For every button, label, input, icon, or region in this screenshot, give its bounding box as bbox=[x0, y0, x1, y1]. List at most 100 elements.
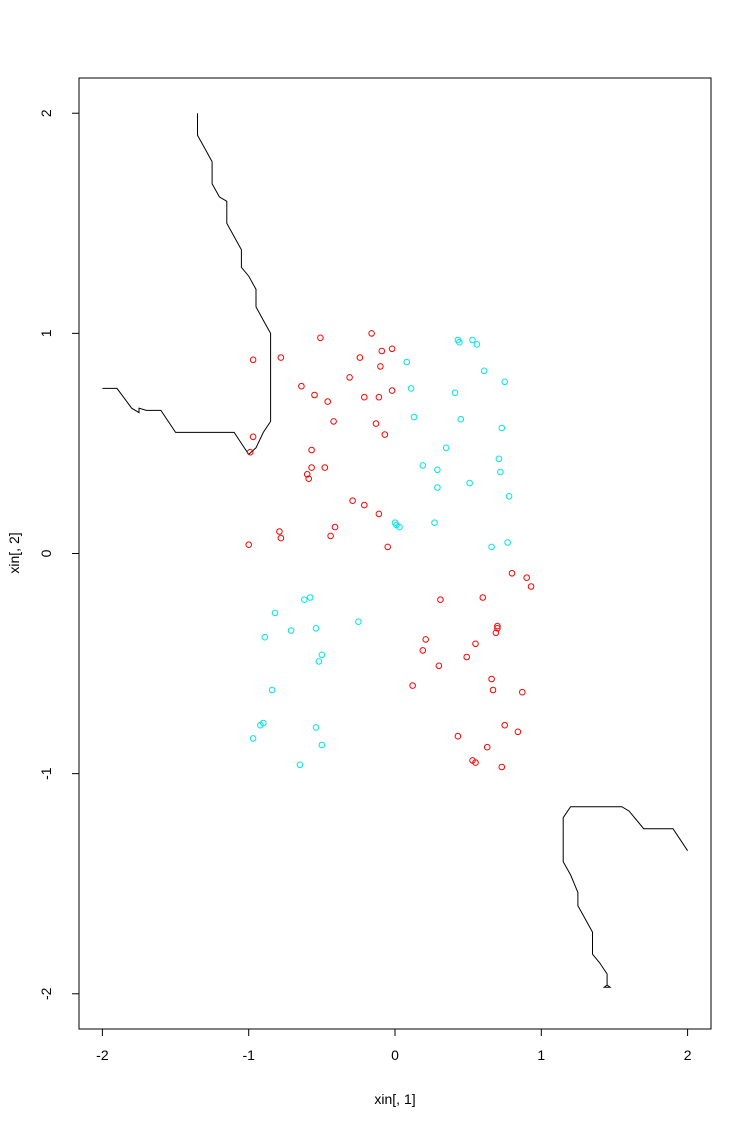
data-point bbox=[494, 625, 501, 632]
data-point bbox=[361, 501, 368, 509]
data-point bbox=[308, 446, 315, 454]
data-point bbox=[498, 424, 506, 432]
data-point bbox=[419, 647, 427, 654]
data-point bbox=[330, 418, 337, 425]
data-point bbox=[410, 413, 418, 421]
data-point bbox=[451, 389, 459, 397]
data-point bbox=[245, 541, 252, 549]
data-point bbox=[308, 464, 315, 471]
data-point bbox=[276, 528, 283, 535]
data-point bbox=[457, 415, 465, 423]
y-tick-label: 0 bbox=[38, 549, 54, 557]
data-point bbox=[472, 640, 479, 648]
y-axis: -2 -1 0 1 2 bbox=[38, 109, 80, 1000]
data-point bbox=[384, 543, 392, 551]
data-points bbox=[245, 330, 535, 771]
data-point bbox=[523, 574, 531, 582]
data-point bbox=[261, 633, 269, 641]
plot-frame bbox=[78, 77, 712, 1030]
data-point bbox=[311, 391, 318, 399]
data-point bbox=[498, 763, 506, 771]
y-tick-label: -1 bbox=[38, 767, 54, 780]
data-point bbox=[303, 471, 311, 478]
data-point bbox=[355, 618, 362, 626]
data-point bbox=[483, 743, 491, 751]
x-tick-label: 2 bbox=[684, 1047, 692, 1063]
data-point bbox=[356, 354, 364, 361]
data-point bbox=[472, 759, 479, 766]
data-point bbox=[495, 455, 503, 463]
data-point bbox=[489, 686, 497, 694]
data-point bbox=[497, 468, 504, 476]
data-point bbox=[488, 675, 495, 683]
data-point bbox=[454, 732, 462, 740]
data-point bbox=[501, 378, 509, 386]
data-point bbox=[315, 658, 323, 665]
data-point bbox=[298, 382, 305, 390]
data-point bbox=[431, 519, 438, 527]
data-point bbox=[456, 338, 463, 346]
data-point bbox=[372, 420, 380, 427]
data-point bbox=[305, 475, 313, 483]
data-point bbox=[306, 594, 314, 601]
data-point bbox=[466, 479, 473, 487]
data-point bbox=[277, 354, 285, 361]
y-tick-label: -2 bbox=[38, 987, 54, 1000]
data-point bbox=[377, 363, 384, 370]
x-tick-label: -2 bbox=[96, 1047, 109, 1063]
data-point bbox=[422, 636, 430, 643]
data-point bbox=[375, 510, 383, 518]
data-point bbox=[287, 627, 295, 634]
data-point bbox=[508, 570, 516, 577]
data-point bbox=[381, 431, 389, 438]
data-point bbox=[296, 761, 304, 769]
data-point bbox=[271, 609, 279, 617]
data-point bbox=[361, 393, 368, 401]
data-point bbox=[434, 484, 441, 491]
data-point bbox=[527, 583, 535, 590]
data-point bbox=[317, 334, 324, 342]
x-axis-title: xin[, 1] bbox=[374, 1091, 415, 1107]
data-point bbox=[479, 594, 487, 601]
data-point bbox=[407, 385, 415, 392]
data-point bbox=[249, 356, 257, 364]
data-point bbox=[375, 393, 383, 401]
data-point bbox=[349, 497, 356, 505]
data-point bbox=[504, 539, 511, 546]
data-point bbox=[368, 330, 375, 337]
boundary-line bbox=[102, 113, 272, 456]
data-point bbox=[434, 466, 441, 474]
x-tick-label: -1 bbox=[242, 1047, 255, 1063]
data-point bbox=[301, 596, 308, 604]
data-point bbox=[327, 532, 334, 540]
data-point bbox=[378, 347, 386, 355]
x-tick-label: 1 bbox=[537, 1047, 545, 1063]
x-tick-label: 0 bbox=[391, 1047, 399, 1063]
data-point bbox=[492, 629, 500, 637]
data-point bbox=[403, 358, 411, 366]
y-tick-label: 1 bbox=[38, 329, 54, 337]
data-point bbox=[435, 662, 443, 670]
data-point bbox=[246, 448, 254, 456]
data-point bbox=[318, 741, 326, 749]
data-point bbox=[312, 724, 320, 731]
data-point bbox=[318, 651, 326, 659]
x-axis: -2 -1 0 1 2 bbox=[96, 1028, 692, 1063]
data-point bbox=[249, 433, 257, 441]
data-point bbox=[249, 735, 257, 742]
data-point bbox=[437, 596, 444, 604]
data-point bbox=[473, 341, 481, 348]
data-point bbox=[488, 543, 495, 551]
data-point bbox=[268, 686, 276, 694]
decision-boundaries bbox=[102, 113, 689, 988]
data-point bbox=[505, 493, 513, 500]
data-point bbox=[388, 345, 396, 353]
data-point bbox=[257, 721, 264, 729]
data-point bbox=[519, 688, 526, 696]
data-point bbox=[321, 464, 329, 471]
data-point bbox=[396, 523, 403, 531]
data-point bbox=[494, 622, 501, 630]
data-point bbox=[469, 336, 476, 344]
data-point bbox=[331, 523, 339, 531]
